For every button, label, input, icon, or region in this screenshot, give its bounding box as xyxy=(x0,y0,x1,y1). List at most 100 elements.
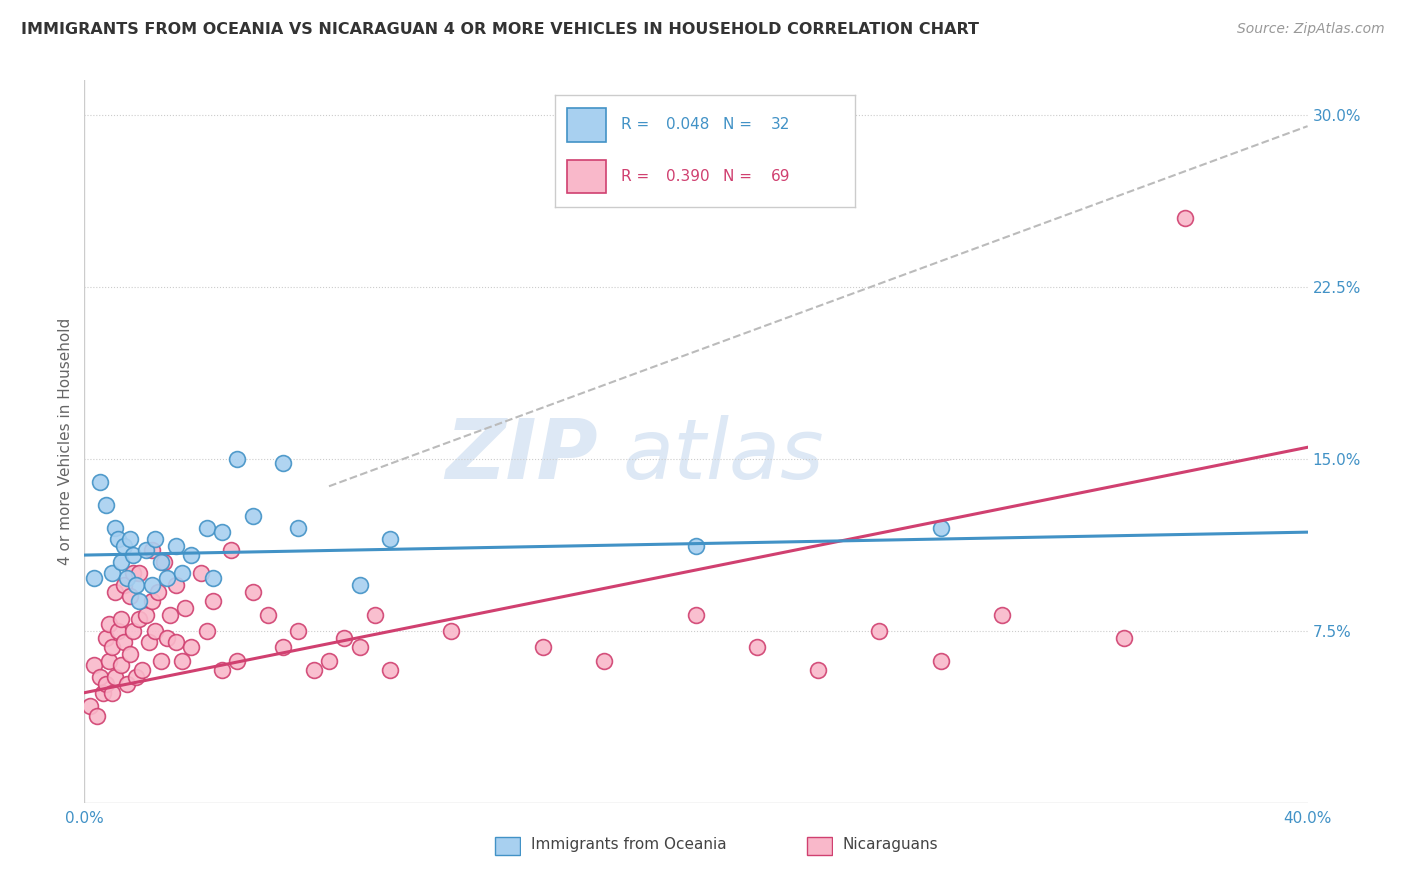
Point xyxy=(349,640,371,654)
Point xyxy=(101,640,124,654)
Point xyxy=(593,654,616,668)
Point xyxy=(195,520,218,534)
Point xyxy=(112,635,135,649)
Point xyxy=(807,663,830,677)
Text: IMMIGRANTS FROM OCEANIA VS NICARAGUAN 4 OR MORE VEHICLES IN HOUSEHOLD CORRELATIO: IMMIGRANTS FROM OCEANIA VS NICARAGUAN 4 … xyxy=(21,22,979,37)
Point xyxy=(211,663,233,677)
Text: ZIP: ZIP xyxy=(446,416,598,497)
Point xyxy=(153,555,176,569)
Point xyxy=(101,566,124,581)
Point xyxy=(226,451,249,466)
Point xyxy=(211,525,233,540)
Point xyxy=(440,624,463,638)
Point xyxy=(201,594,224,608)
Text: Nicaraguans: Nicaraguans xyxy=(842,838,938,852)
Point xyxy=(180,640,202,654)
Point xyxy=(242,509,264,524)
Point xyxy=(364,607,387,622)
Point xyxy=(287,624,309,638)
Point xyxy=(112,578,135,592)
Point xyxy=(128,594,150,608)
Point xyxy=(165,635,187,649)
Point xyxy=(287,520,309,534)
Point xyxy=(120,532,142,546)
Point xyxy=(349,578,371,592)
Point xyxy=(156,571,179,585)
Point xyxy=(146,584,169,599)
Text: Immigrants from Oceania: Immigrants from Oceania xyxy=(531,838,727,852)
Point xyxy=(104,584,127,599)
Point xyxy=(226,654,249,668)
Point xyxy=(929,520,952,534)
Point xyxy=(165,578,187,592)
Point xyxy=(1114,631,1136,645)
Point xyxy=(747,640,769,654)
Point xyxy=(165,539,187,553)
Point xyxy=(156,631,179,645)
Point xyxy=(101,686,124,700)
Point xyxy=(143,532,166,546)
Point xyxy=(195,624,218,638)
Point xyxy=(1174,211,1197,225)
Point xyxy=(141,594,163,608)
Point xyxy=(190,566,212,581)
Point xyxy=(318,654,340,668)
Point xyxy=(271,456,294,470)
Point xyxy=(94,631,117,645)
Point xyxy=(115,571,138,585)
Point xyxy=(685,607,707,622)
Y-axis label: 4 or more Vehicles in Household: 4 or more Vehicles in Household xyxy=(58,318,73,566)
Point xyxy=(143,624,166,638)
Point xyxy=(131,663,153,677)
Point xyxy=(94,676,117,690)
Point xyxy=(115,676,138,690)
Point xyxy=(97,654,120,668)
Point xyxy=(380,663,402,677)
Point xyxy=(201,571,224,585)
Point xyxy=(929,654,952,668)
Point xyxy=(97,616,120,631)
Point xyxy=(110,658,132,673)
Point xyxy=(128,612,150,626)
Point xyxy=(104,670,127,684)
Point xyxy=(128,566,150,581)
Point xyxy=(83,571,105,585)
Point xyxy=(125,670,148,684)
Point xyxy=(242,584,264,599)
Point xyxy=(122,624,145,638)
Point xyxy=(333,631,356,645)
Point xyxy=(869,624,891,638)
Point xyxy=(174,600,197,615)
Point xyxy=(138,635,160,649)
Point xyxy=(125,578,148,592)
Point xyxy=(107,624,129,638)
Point xyxy=(83,658,105,673)
Point xyxy=(122,548,145,562)
Point xyxy=(86,708,108,723)
Point xyxy=(531,640,554,654)
Point xyxy=(257,607,280,622)
Point xyxy=(135,607,157,622)
Point xyxy=(685,539,707,553)
Point xyxy=(120,590,142,604)
Point xyxy=(302,663,325,677)
Point xyxy=(104,520,127,534)
Point xyxy=(79,699,101,714)
Point xyxy=(219,543,242,558)
Point xyxy=(149,654,172,668)
Point xyxy=(172,654,194,668)
Point xyxy=(380,532,402,546)
Point xyxy=(89,670,111,684)
Point xyxy=(141,578,163,592)
Point xyxy=(112,539,135,553)
Point xyxy=(172,566,194,581)
Point xyxy=(122,566,145,581)
Text: Source: ZipAtlas.com: Source: ZipAtlas.com xyxy=(1237,22,1385,37)
Point xyxy=(94,498,117,512)
Point xyxy=(110,555,132,569)
Text: atlas: atlas xyxy=(623,416,824,497)
Point xyxy=(180,548,202,562)
Point xyxy=(110,612,132,626)
Point xyxy=(120,647,142,661)
Point xyxy=(89,475,111,489)
